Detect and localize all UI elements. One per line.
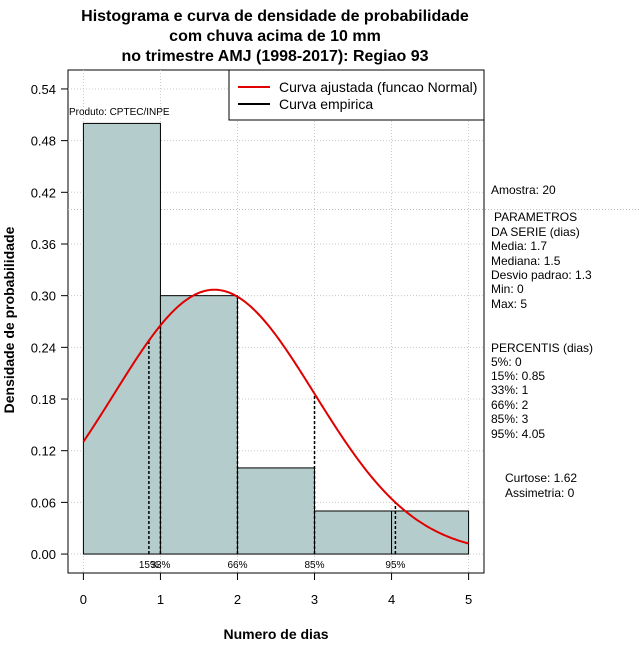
stat-line-3: Media: 1.7 (491, 239, 547, 253)
y-tick-label-1: 0.06 (31, 495, 56, 510)
axes-layer: 0 1 2 3 4 5 0.00 0.06 0.12 0.18 0.24 0.30 0.36 0.42 0.… (31, 82, 473, 607)
legend-empirical-label: Curva empirica (279, 96, 373, 112)
x-tick-label-2: 2 (234, 592, 241, 607)
legend-fitted-label: Curva ajustada (funcao Normal) (279, 79, 477, 95)
percentile-label-1: 33% (150, 560, 170, 571)
percentile-label-2: 66% (227, 560, 247, 571)
stat-line-1: PARAMETROS (494, 210, 577, 224)
stat-line-10: 15%: 0.85 (491, 369, 545, 383)
fitted-normal-curve (82, 288, 469, 545)
stat-line-2: DA SERIE (dias) (491, 225, 580, 239)
y-tick-label-9: 0.54 (31, 82, 56, 97)
chart-title-line-1: Histograma e curva de densidade de proba… (81, 8, 469, 25)
x-tick-label-0: 0 (80, 592, 87, 607)
stat-line-12: 66%: 2 (491, 398, 529, 412)
stat-line-4: Mediana: 1.5 (491, 254, 561, 268)
legend: Curva ajustada (funcao Normal) Curva emp… (228, 69, 485, 121)
stat-line-13: 85%: 3 (491, 412, 529, 426)
stat-line-15: Curtose: 1.62 (505, 471, 577, 485)
stat-line-5: Desvio padrao: 1.3 (491, 268, 592, 282)
stat-line-7: Max: 5 (491, 297, 527, 311)
chart-title-line-3: no trimestre AMJ (1998-2017): Regiao 93 (121, 48, 428, 65)
y-axis-label: Densidade de probabilidade (1, 226, 17, 413)
y-tick-label-8: 0.48 (31, 134, 56, 149)
x-axis-label: Numero de dias (223, 626, 328, 642)
y-tick-label-3: 0.18 (31, 392, 56, 407)
stat-line-6: Min: 0 (491, 282, 524, 296)
percentile-layer: 15%33% 66% 85% 95% (139, 296, 406, 571)
stat-line-8: PERCENTIS (dias) (491, 341, 593, 355)
product-watermark: Produto: CPTEC/INPE (69, 107, 170, 118)
y-tick-label-5: 0.30 (31, 289, 56, 304)
y-tick-label-6: 0.36 (31, 237, 56, 252)
percentile-label-4: 95% (385, 560, 405, 571)
histogram-bar-3 (314, 510, 393, 555)
stat-line-11: 33%: 1 (491, 383, 529, 397)
stat-line-14: 95%: 4.05 (491, 427, 545, 441)
stat-line-0: Amostra: 20 (491, 183, 556, 197)
y-tick-label-0: 0.00 (31, 547, 56, 562)
stat-line-9: 5%: 0 (491, 355, 522, 369)
chart-title-line-2: com chuva acima de 10 mm (169, 28, 381, 45)
percentile-label-3: 85% (305, 560, 325, 571)
legend-box (228, 69, 485, 121)
x-tick-label-5: 5 (465, 592, 472, 607)
y-tick-label-2: 0.12 (31, 444, 56, 459)
bars-layer (82, 122, 470, 555)
histogram-bar-2 (236, 467, 316, 555)
histogram-bar-1 (159, 295, 238, 555)
histogram-bar-4 (391, 510, 470, 555)
x-tick-label-3: 3 (311, 592, 318, 607)
stat-line-16: Assimetria: 0 (505, 486, 575, 500)
y-tick-label-4: 0.24 (31, 340, 56, 355)
percentile-label-0: 15% (139, 560, 159, 571)
y-tick-label-7: 0.42 (31, 185, 56, 200)
histogram-bar-0 (82, 122, 161, 555)
x-tick-label-1: 1 (157, 592, 164, 607)
x-tick-label-4: 4 (388, 592, 395, 607)
